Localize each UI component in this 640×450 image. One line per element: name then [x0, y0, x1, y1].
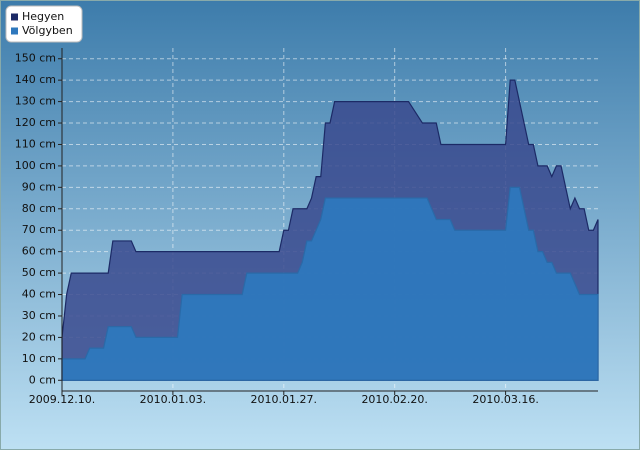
- x-tick-label: 2010.02.20.: [361, 393, 427, 406]
- y-tick-label: 120 cm: [15, 116, 56, 129]
- legend-swatch: [11, 27, 18, 35]
- y-tick-label: 20 cm: [22, 330, 56, 343]
- x-tick-label: 2010.03.16.: [472, 393, 538, 406]
- y-tick-label: 30 cm: [22, 309, 56, 322]
- y-tick-label: 90 cm: [22, 180, 56, 193]
- y-tick-label: 40 cm: [22, 288, 56, 301]
- y-tick-label: 0 cm: [29, 373, 56, 386]
- legend-swatch: [11, 13, 18, 21]
- y-tick-label: 130 cm: [15, 95, 56, 108]
- x-tick-label: 2010.01.03.: [140, 393, 206, 406]
- y-tick-label: 70 cm: [22, 223, 56, 236]
- x-tick-label: 2010.01.27.: [251, 393, 317, 406]
- legend-box: [5, 5, 83, 43]
- y-tick-label: 100 cm: [15, 159, 56, 172]
- y-tick-label: 110 cm: [15, 137, 56, 150]
- y-tick-label: 60 cm: [22, 245, 56, 258]
- y-tick-label: 140 cm: [15, 73, 56, 86]
- y-tick-label: 50 cm: [22, 266, 56, 279]
- area: [61, 186, 599, 381]
- legend-label: Völgyben: [22, 24, 73, 37]
- y-tick-label: 10 cm: [22, 352, 56, 365]
- x-tick-label: 2009.12.10.: [29, 393, 95, 406]
- y-tick-label: 150 cm: [15, 52, 56, 65]
- y-tick-label: 80 cm: [22, 202, 56, 215]
- legend-label: Hegyen: [22, 10, 64, 23]
